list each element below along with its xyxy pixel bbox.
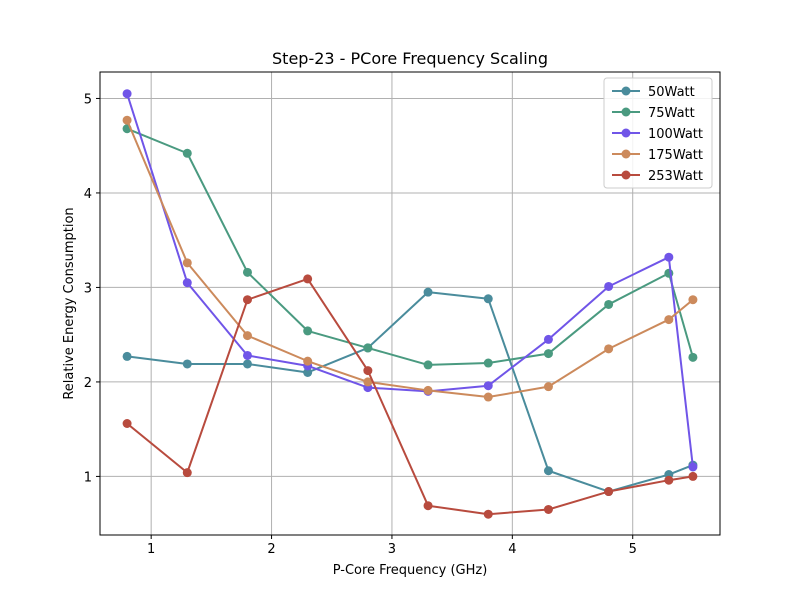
data-point-175watt [543, 382, 553, 392]
y-tick-label: 3 [84, 281, 92, 296]
data-point-75watt [182, 148, 192, 158]
data-point-100watt [688, 462, 698, 472]
data-point-50watt [303, 367, 313, 377]
data-point-50watt [122, 351, 132, 361]
data-point-253watt [182, 468, 192, 478]
data-point-100watt [664, 252, 674, 262]
x-tick-label: 5 [629, 542, 637, 557]
data-point-253watt [543, 504, 553, 514]
x-axis-label: P-Core Frequency (GHz) [333, 563, 488, 578]
data-point-75watt [483, 358, 493, 368]
data-point-75watt [242, 267, 252, 277]
data-point-50watt [242, 359, 252, 369]
chart-title: Step-23 - PCore Frequency Scaling [272, 49, 548, 68]
data-point-100watt [242, 350, 252, 360]
data-point-100watt [483, 381, 493, 391]
y-tick-label: 5 [84, 92, 92, 107]
legend-item-50watt: 50Watt [612, 85, 695, 100]
data-point-50watt [423, 287, 433, 297]
data-point-75watt [688, 352, 698, 362]
data-point-175watt [423, 385, 433, 395]
legend-label: 253Watt [648, 169, 703, 184]
data-point-75watt [543, 349, 553, 359]
data-point-175watt [688, 295, 698, 305]
data-point-75watt [604, 299, 614, 309]
data-point-253watt [122, 419, 132, 429]
legend: 50Watt 75Watt 100Watt 175Watt 253Watt [603, 77, 713, 189]
legend-swatch-marker [621, 86, 631, 96]
data-point-175watt [664, 315, 674, 325]
legend-swatch-marker [621, 170, 631, 180]
legend-item-75watt: 75Watt [612, 106, 695, 121]
y-tick-label: 2 [84, 376, 92, 391]
data-point-253watt [242, 295, 252, 305]
data-point-175watt [122, 115, 132, 125]
y-axis-ticks: 1 2 3 4 5 [84, 92, 100, 485]
data-point-175watt [182, 258, 192, 268]
x-tick-label: 3 [388, 542, 396, 557]
data-point-253watt [423, 501, 433, 511]
x-axis-ticks: 1 2 3 4 5 [147, 535, 637, 557]
legend-label: 100Watt [648, 127, 703, 142]
legend-label: 75Watt [648, 106, 695, 121]
legend-swatch-marker [621, 149, 631, 159]
data-point-253watt [483, 509, 493, 519]
legend-item-100watt: 100Watt [612, 127, 703, 142]
data-point-50watt [483, 294, 493, 304]
data-point-75watt [303, 326, 313, 336]
legend-item-175watt: 175Watt [612, 148, 703, 163]
data-point-175watt [483, 392, 493, 402]
data-point-253watt [363, 366, 373, 376]
series-253watt [122, 274, 698, 519]
legend-label: 175Watt [648, 148, 703, 163]
x-tick-label: 1 [147, 542, 155, 557]
series-layer [122, 89, 698, 519]
data-point-253watt [664, 475, 674, 485]
legend-label: 50Watt [648, 85, 695, 100]
y-tick-label: 4 [84, 187, 92, 202]
data-point-100watt [182, 278, 192, 288]
data-point-175watt [242, 331, 252, 341]
x-tick-label: 4 [508, 542, 516, 557]
plot-area-frame [99, 71, 721, 536]
data-point-50watt [182, 359, 192, 369]
data-point-175watt [604, 344, 614, 354]
data-point-75watt [363, 343, 373, 353]
y-axis-label: Relative Energy Consumption [62, 207, 77, 399]
series-175watt [122, 115, 698, 402]
x-tick-label: 2 [267, 542, 275, 557]
data-point-175watt [363, 377, 373, 387]
data-point-75watt [423, 360, 433, 370]
data-point-175watt [303, 356, 313, 366]
y-tick-label: 1 [84, 470, 92, 485]
data-point-100watt [604, 281, 614, 291]
legend-box [603, 77, 713, 189]
data-point-253watt [303, 274, 313, 284]
data-point-253watt [688, 471, 698, 481]
data-point-100watt [543, 334, 553, 344]
data-point-100watt [122, 89, 132, 99]
legend-swatch-marker [621, 107, 631, 117]
data-point-253watt [604, 487, 614, 497]
legend-swatch-marker [621, 128, 631, 138]
series-75watt [122, 124, 698, 370]
legend-item-253watt: 253Watt [612, 169, 703, 184]
data-point-50watt [543, 466, 553, 476]
